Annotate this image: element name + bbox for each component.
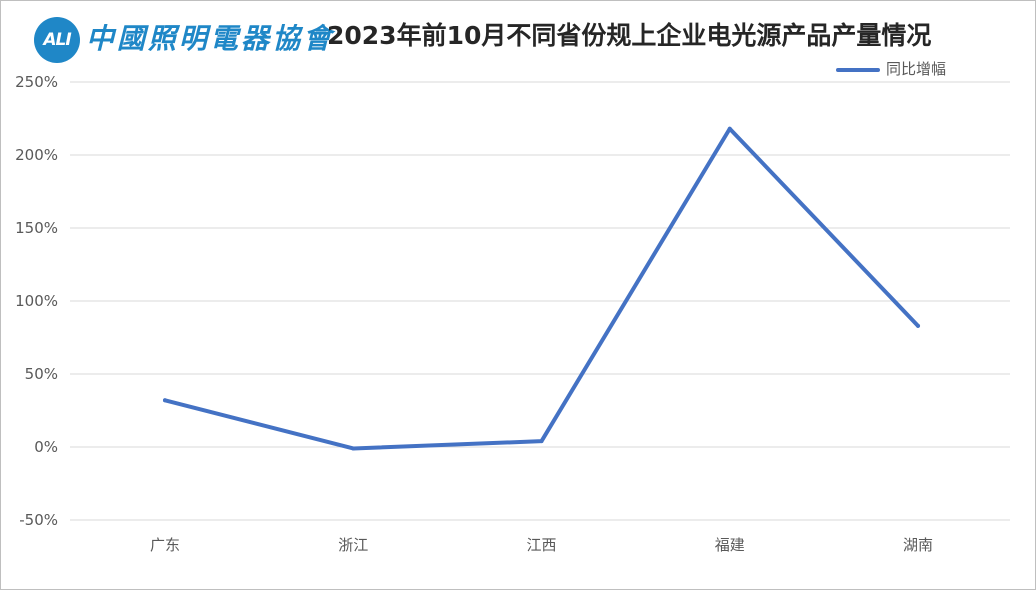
data-point — [916, 323, 920, 328]
x-tick-label: 江西 — [526, 536, 556, 554]
legend-label: 同比增幅 — [886, 60, 947, 78]
y-tick-label: 100% — [15, 292, 58, 310]
data-point — [163, 398, 167, 403]
y-tick-label: 200% — [15, 146, 58, 164]
data-point — [727, 126, 732, 131]
y-tick-label: 50% — [25, 365, 58, 383]
logo-org-name: 中國照明電器協會 — [86, 22, 335, 55]
x-tick-label: 湖南 — [903, 536, 933, 554]
x-tick-label: 福建 — [715, 536, 745, 554]
legend-swatch — [836, 68, 880, 72]
series-line — [163, 126, 920, 451]
data-point — [351, 446, 356, 451]
x-tick-label: 广东 — [150, 536, 180, 554]
x-tick-label: 浙江 — [338, 536, 368, 554]
logo-badge: ALI — [34, 17, 80, 63]
data-point — [539, 439, 544, 444]
chart-title: 2023年前10月不同省份规上企业电光源产品产量情况 — [327, 21, 932, 50]
y-tick-label: 150% — [15, 219, 58, 237]
y-tick-label: 0% — [34, 438, 58, 456]
y-tick-label: -50% — [19, 511, 58, 529]
y-tick-label: 250% — [15, 73, 58, 91]
